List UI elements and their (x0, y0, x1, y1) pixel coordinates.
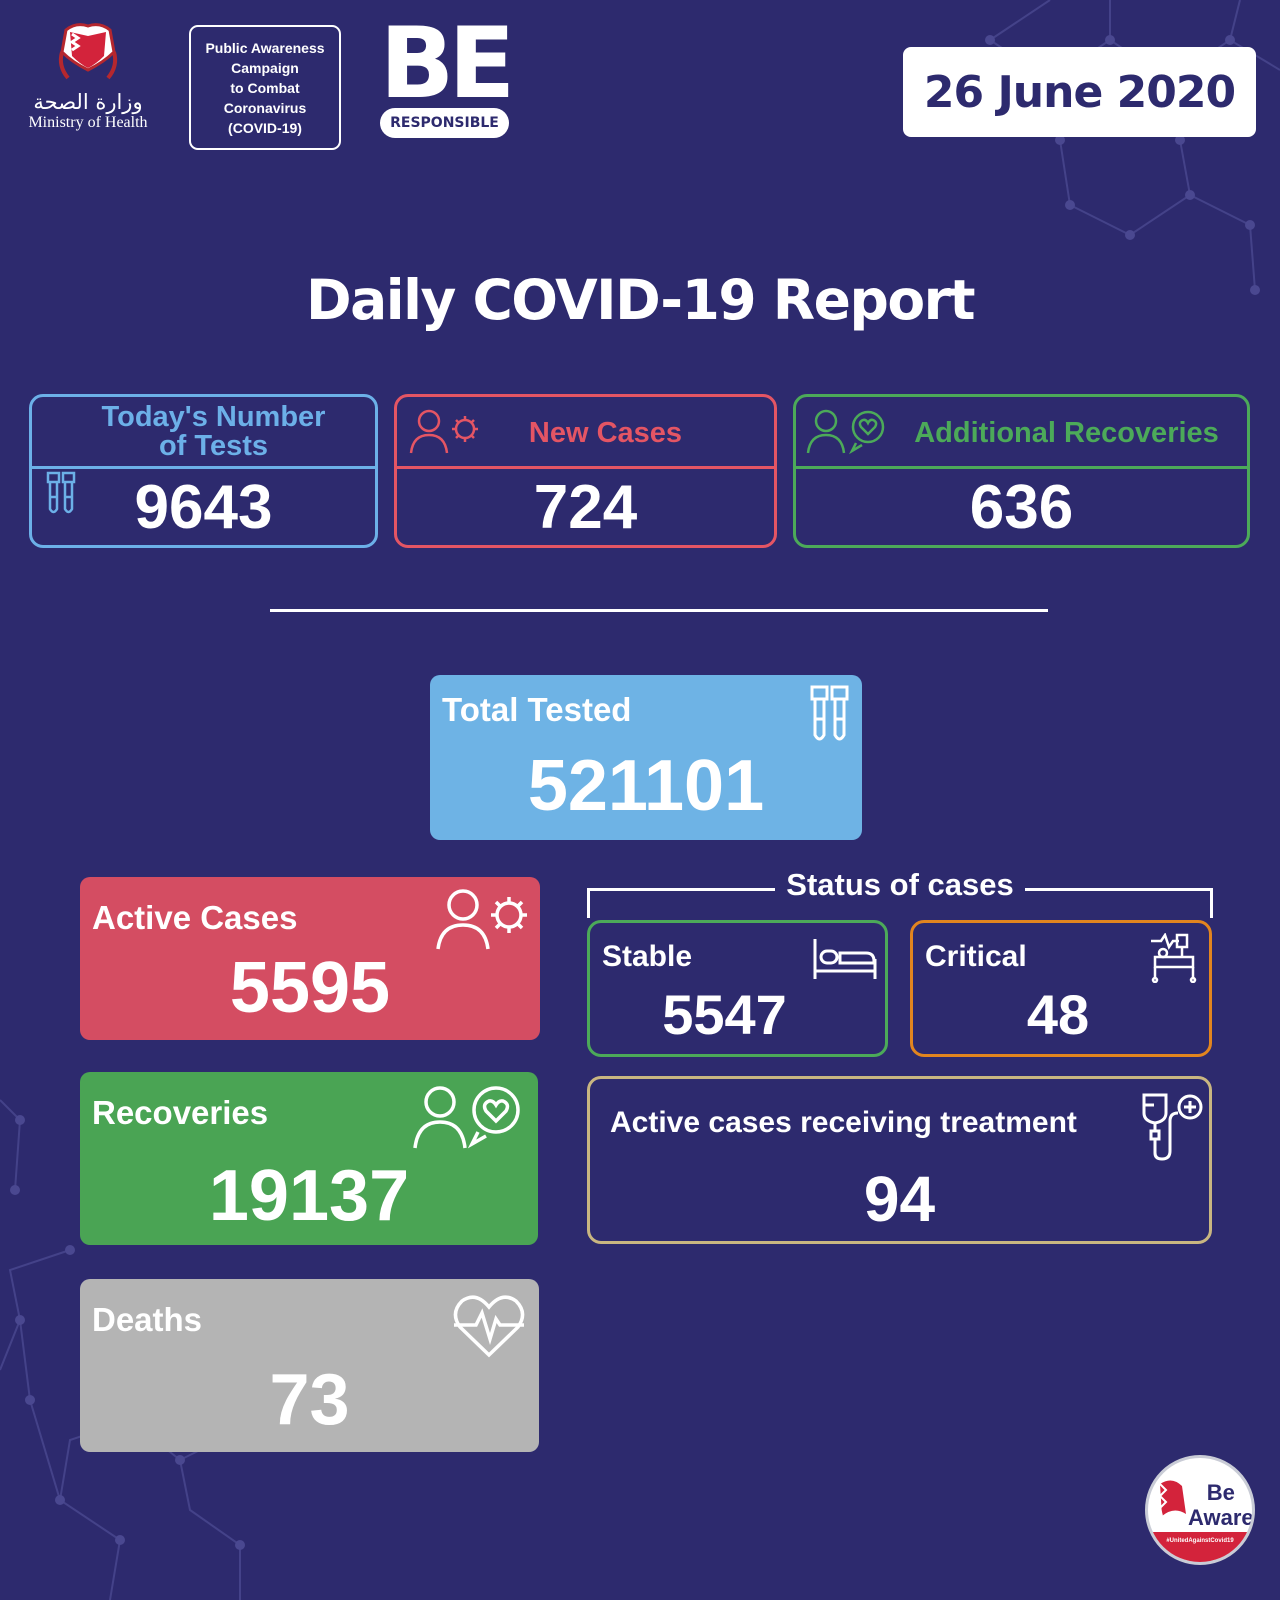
status-bracket-left (587, 888, 775, 891)
ministry-arabic-name: وزارة الصحة (33, 90, 143, 114)
active-cases-value: 5595 (229, 948, 391, 1028)
active-cases-card: Active Cases 5595 (80, 877, 540, 1040)
responsible-pill: RESPONSIBLE (380, 108, 509, 138)
campaign-text: Public Awareness Campaign to Combat Coro… (205, 39, 325, 136)
treatment-value: 94 (863, 1163, 936, 1235)
bahrain-flag-icon (1158, 1480, 1186, 1517)
be-word: BE (379, 7, 516, 121)
critical-card: Critical 48 (910, 920, 1212, 1057)
status-of-cases-title: Status of cases (786, 867, 1014, 902)
total-tested-value: 521101 (527, 746, 765, 826)
new-cases-card: New Cases 724 (394, 394, 777, 548)
heartbeat-icon (453, 1295, 525, 1358)
be-aware-band (1148, 1532, 1252, 1562)
stable-label: Stable (602, 940, 693, 973)
report-date-box: 26 June 2020 (903, 47, 1256, 137)
additional-recoveries-value: 636 (969, 473, 1074, 542)
person-heart-icon (806, 409, 885, 455)
recoveries-label: Recoveries (92, 1094, 269, 1131)
critical-label: Critical (925, 940, 1027, 973)
active-cases-label: Active Cases (92, 899, 298, 936)
bahrain-emblem-icon (58, 23, 118, 80)
critical-value: 48 (1026, 983, 1090, 1046)
new-cases-label: New Cases (528, 417, 683, 449)
todays-tests-value: 9643 (134, 473, 273, 542)
status-bracket-right (1025, 888, 1213, 891)
new-cases-value: 724 (533, 473, 638, 542)
total-tested-card: Total Tested 521101 (430, 675, 862, 840)
new-cases-header: New Cases (397, 397, 774, 469)
recoveries-card: Recoveries 19137 (80, 1072, 538, 1245)
additional-recoveries-card: Additional Recoveries 636 (793, 394, 1250, 548)
deaths-label: Deaths (92, 1301, 203, 1338)
treatment-card: Active cases receiving treatment 94 (587, 1076, 1212, 1244)
section-divider (270, 609, 1048, 612)
status-bracket-right-tick (1210, 888, 1213, 918)
be-aware-hashtag: #UnitedAgainstCovid19 (1166, 1538, 1234, 1544)
additional-recoveries-header: Additional Recoveries (796, 397, 1247, 469)
page-title: Daily COVID-19 Report (305, 268, 976, 332)
bed-icon (813, 939, 877, 979)
stable-card: Stable 5547 (587, 920, 888, 1057)
deaths-card: Deaths 73 (80, 1279, 539, 1452)
ministry-english-name: Ministry of Health (28, 114, 148, 131)
status-bracket-left-tick (587, 888, 590, 918)
stable-value: 5547 (662, 983, 787, 1046)
test-tubes-icon (46, 471, 76, 514)
treatment-label: Active cases receiving treatment (610, 1106, 1077, 1139)
campaign-badge: Public Awareness Campaign to Combat Coro… (189, 25, 341, 150)
test-tubes-icon (810, 685, 849, 741)
todays-tests-header: Today's Number of Tests (32, 397, 375, 469)
be-aware-badge: Be Aware #UnitedAgainstCovid19 (1145, 1455, 1255, 1565)
report-date: 26 June 2020 (923, 66, 1236, 118)
deaths-value: 73 (269, 1360, 350, 1440)
person-heart-icon (413, 1086, 520, 1149)
ministry-of-health-logo: وزارة الصحة Ministry of Health (18, 22, 158, 162)
recoveries-value: 19137 (208, 1156, 410, 1236)
todays-tests-label: Today's Number of Tests (101, 401, 326, 462)
total-tested-label: Total Tested (442, 691, 632, 728)
iv-drip-icon (1142, 1093, 1203, 1161)
icu-bed-icon (1151, 933, 1197, 983)
person-virus-icon (436, 889, 527, 950)
be-aware-text: Be Aware (1188, 1480, 1254, 1530)
person-virus-icon (409, 409, 478, 454)
todays-tests-card: Today's Number of Tests 9643 (29, 394, 378, 548)
be-responsible-logo: BE RESPONSIBLE (377, 7, 516, 156)
additional-recoveries-label: Additional Recoveries (914, 417, 1219, 449)
